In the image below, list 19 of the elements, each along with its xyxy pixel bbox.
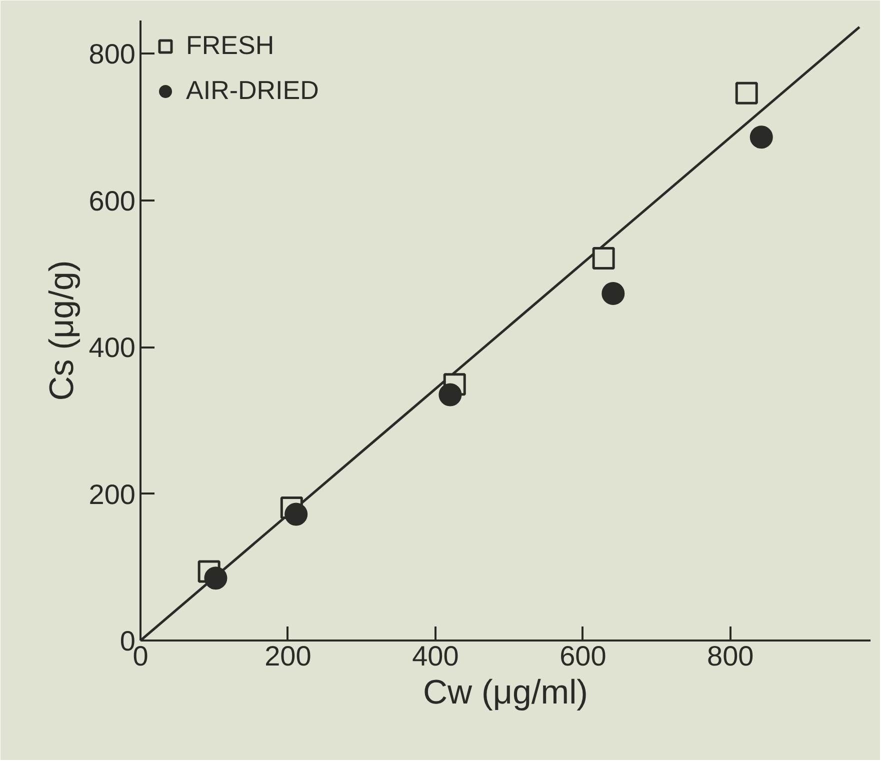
legend-label: AIR-DRIED	[186, 75, 319, 106]
y-tick-label: 400	[88, 332, 136, 364]
point	[438, 383, 462, 406]
x-tick-label: 200	[264, 640, 312, 672]
point	[592, 246, 615, 270]
point	[602, 282, 625, 305]
x-axis-title: Cw (μg/ml)	[422, 674, 588, 712]
y-axis-title: Cs (μg/g)	[42, 260, 81, 401]
x-tick-label: 400	[412, 640, 459, 672]
point	[204, 566, 228, 590]
point	[750, 126, 773, 149]
y-tick-label: 200	[88, 478, 136, 510]
y-tick-label: 600	[88, 185, 136, 216]
legend-label: FRESH	[186, 30, 274, 61]
x-tick-label: 600	[560, 640, 606, 672]
point	[735, 82, 758, 104]
point	[284, 502, 308, 526]
x-tick-label: 800	[707, 640, 754, 672]
y-tick-label: 800	[88, 38, 136, 70]
